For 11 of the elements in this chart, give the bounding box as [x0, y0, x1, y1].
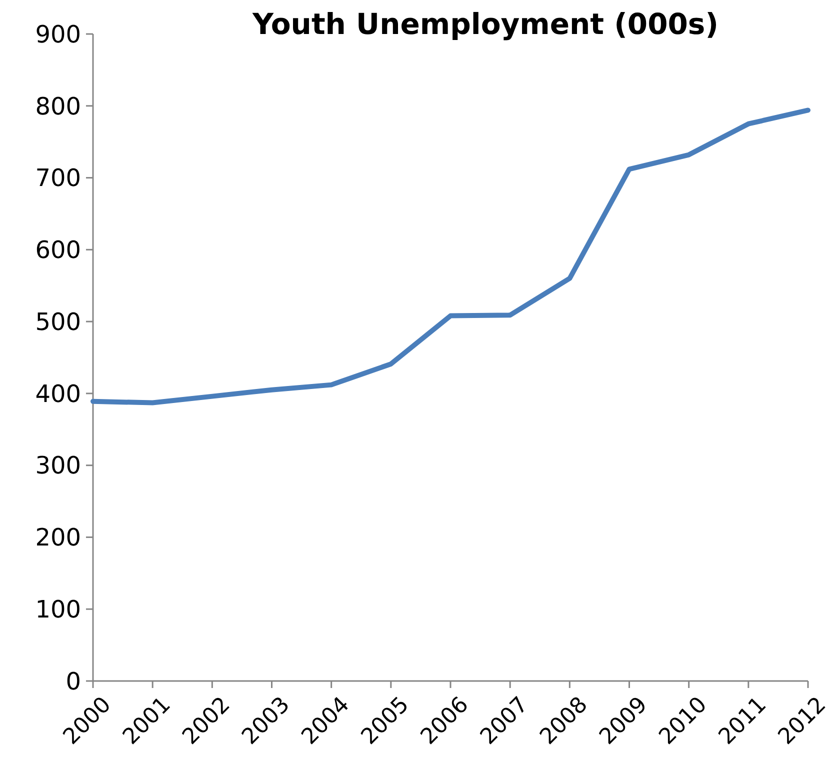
y-tick-label: 0 — [66, 667, 81, 696]
y-tick-label: 600 — [35, 236, 81, 264]
y-tick-label: 200 — [35, 524, 81, 552]
y-tick-label: 300 — [35, 452, 81, 480]
y-tick-label: 900 — [35, 20, 81, 48]
y-tick-label: 400 — [35, 380, 81, 408]
y-tick-label: 700 — [35, 164, 81, 192]
y-tick-label: 800 — [35, 92, 81, 120]
y-tick-label: 500 — [35, 308, 81, 336]
y-tick-label: 100 — [35, 596, 81, 624]
chart-title: Youth Unemployment (000s) — [252, 7, 718, 42]
